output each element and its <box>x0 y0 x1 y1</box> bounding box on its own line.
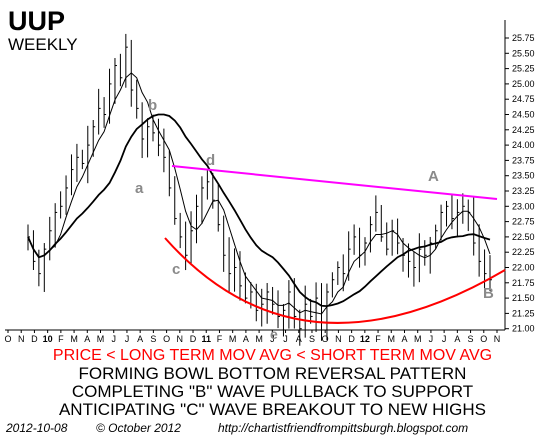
y-tick-label: 25.75 <box>512 33 535 43</box>
y-tick-label: 24.25 <box>512 125 535 135</box>
x-month-label: J <box>270 334 275 344</box>
y-tick-label: 21.50 <box>512 293 535 303</box>
wave-label-d: d <box>206 152 215 169</box>
wave-label-A: A <box>428 168 439 185</box>
caption-pattern: FORMING BOWL BOTTOM REVERSAL PATTERN <box>78 364 467 383</box>
x-month-label: F <box>217 334 223 344</box>
x-month-label: M <box>70 334 78 344</box>
x-month-label: S <box>468 334 474 344</box>
caption-moving-average-relation: PRICE < LONG TERM MOV AVG < SHORT TERM M… <box>52 347 493 364</box>
x-month-label: N <box>335 334 342 344</box>
x-month-label: O <box>322 334 329 344</box>
x-month-label: A <box>243 334 249 344</box>
x-year-label: 11 <box>201 334 211 344</box>
y-tick-label: 24.50 <box>512 110 535 120</box>
x-month-label: M <box>255 334 263 344</box>
x-month-label: D <box>190 334 197 344</box>
y-tick-label: 25.25 <box>512 64 535 74</box>
x-month-label: M <box>97 334 105 344</box>
x-month-label: A <box>137 334 143 344</box>
y-tick-label: 24.75 <box>512 94 535 104</box>
x-axis-ticks: O N D 10 F M A M J J A S O N D 11 F M A M J J A S O N D 12 F M A M J J A S O… <box>4 330 500 344</box>
y-tick-label: 22.75 <box>512 217 535 227</box>
y-tick-label: 23.50 <box>512 171 535 181</box>
y-tick-label: 25.00 <box>512 79 535 89</box>
x-month-label: S <box>150 334 156 344</box>
x-month-label: M <box>388 334 396 344</box>
x-month-label: F <box>375 334 381 344</box>
x-month-label: A <box>296 334 302 344</box>
footer-copyright: © October 2012 <box>96 421 181 435</box>
x-month-label: N <box>494 334 501 344</box>
x-month-label: M <box>229 334 237 344</box>
x-month-label: F <box>58 334 64 344</box>
x-month-label: A <box>401 334 407 344</box>
caption-wave-pullback: COMPLETING "B" WAVE PULLBACK TO SUPPORT <box>71 382 474 401</box>
x-month-label: J <box>429 334 434 344</box>
y-tick-label: 23.25 <box>512 186 535 196</box>
y-tick-label: 21.75 <box>512 278 535 288</box>
wave-label-B: B <box>483 285 494 302</box>
y-tick-label: 25.50 <box>512 48 535 58</box>
x-year-label: 10 <box>43 334 53 344</box>
y-tick-label: 23.75 <box>512 155 535 165</box>
y-tick-label: 23.00 <box>512 201 535 211</box>
chart-title: UUP <box>8 6 65 36</box>
y-tick-label: 22.00 <box>512 263 535 273</box>
x-month-label: J <box>442 334 447 344</box>
x-month-label: N <box>18 334 25 344</box>
chart-frame <box>5 20 506 331</box>
y-axis-ticks: 25.75 25.50 25.25 25.00 24.75 24.50 24.25 24.00… <box>505 33 535 334</box>
x-month-label: O <box>480 334 487 344</box>
x-month-label: J <box>283 334 288 344</box>
footer-url[interactable]: http://chartistfriendfrompittsburgh.blog… <box>218 421 469 435</box>
wave-label-c: c <box>172 261 180 278</box>
wave-label-b: b <box>148 97 157 114</box>
x-month-label: S <box>309 334 315 344</box>
price-bars <box>27 33 492 346</box>
support-bowl-curve <box>164 237 506 324</box>
y-tick-label: 21.25 <box>512 308 535 318</box>
caption-wave-breakout: ANTICIPATING "C" WAVE BREAKOUT TO NEW HI… <box>58 400 487 419</box>
x-month-label: J <box>111 334 116 344</box>
y-tick-label: 24.00 <box>512 140 535 150</box>
x-month-label: A <box>84 334 90 344</box>
wave-label-a: a <box>135 180 144 197</box>
short-term-moving-average <box>27 72 491 315</box>
y-tick-label: 21.00 <box>512 324 535 334</box>
resistance-trendline <box>171 165 498 200</box>
chart-subtitle: WEEKLY <box>8 35 78 54</box>
y-tick-label: 22.50 <box>512 232 535 242</box>
wave-labels: a b c d e A B <box>135 97 494 342</box>
moving-averages-and-trendlines <box>27 72 506 324</box>
footer-date: 2012-10-08 <box>6 421 68 435</box>
long-term-moving-average <box>27 113 491 308</box>
x-month-label: M <box>414 334 422 344</box>
x-month-label: N <box>177 334 184 344</box>
x-month-label: O <box>163 334 170 344</box>
x-year-label: 12 <box>360 334 370 344</box>
wave-label-e: e <box>270 326 278 342</box>
x-month-label: D <box>31 334 38 344</box>
x-month-label: J <box>125 334 130 344</box>
y-tick-label: 22.25 <box>512 247 535 257</box>
x-month-label: D <box>348 334 355 344</box>
x-month-label: O <box>4 334 11 344</box>
x-month-label: A <box>454 334 460 344</box>
